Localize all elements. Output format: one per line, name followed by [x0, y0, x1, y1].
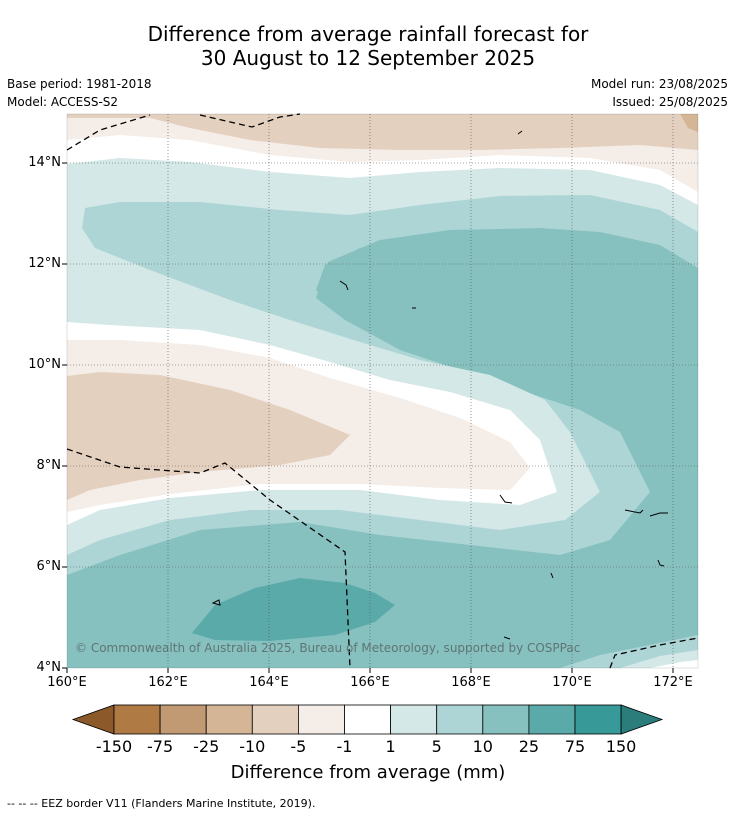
colorbar-tick-label: -1: [336, 737, 353, 756]
contour-neutral-southeast: [650, 660, 698, 668]
colorbar-segment: [528, 704, 576, 735]
colorbar-segment: [436, 704, 484, 735]
metadata-left: Base period: 1981-2018 Model: ACCESS-S2: [7, 75, 152, 111]
eez-borders: [66, 113, 699, 669]
copyright-notice: © Commonwealth of Australia 2025, Bureau…: [75, 641, 581, 655]
colorbar-title: Difference from average (mm): [230, 762, 506, 783]
colorbar-segment: [344, 704, 391, 735]
colorbar-tick-label: 75: [564, 737, 586, 756]
colorbar: [71, 704, 664, 735]
island-4: [211, 599, 221, 606]
colorbar-segment: [251, 704, 299, 735]
lon-label: 168°E: [451, 675, 491, 690]
colorbar-tick-label: 5: [431, 737, 442, 756]
contour-fill-layer: [67, 114, 698, 668]
colorbar-tick-label: 10: [472, 737, 493, 756]
contour-minus10-minus5-north: [67, 114, 698, 150]
lat-label: 12°N: [28, 256, 61, 271]
model-name: Model: ACCESS-S2: [7, 95, 119, 109]
colorbar-extend-low: [71, 704, 115, 735]
colorbar-segment: [113, 704, 161, 735]
colorbar-extend-high: [620, 704, 664, 735]
colorbar-segment: [297, 704, 345, 735]
metadata-right: Model run: 23/08/2025 Issued: 25/08/2025: [591, 75, 728, 111]
colorbar-tick-label: -5: [290, 737, 307, 756]
lon-label: 162°E: [148, 675, 188, 690]
island-7: [503, 636, 511, 640]
colorbar-tick-label: -75: [147, 737, 174, 756]
model-run: Model run: 23/08/2025: [590, 77, 728, 91]
colorbar-tick-label: -150: [95, 737, 133, 756]
island-6: [657, 559, 665, 567]
island-3: [499, 494, 513, 504]
contour-minus25-minus10: [680, 114, 698, 132]
lat-label: 8°N: [36, 458, 62, 473]
axis-ticks: [62, 162, 674, 673]
issued-date: Issued: 25/08/2025: [612, 95, 728, 109]
colorbar-tick-label: -25: [193, 737, 220, 756]
lon-label: 164°E: [249, 675, 289, 690]
colorbar-tick-label: 1: [385, 737, 396, 756]
title-line-1: Difference from average rainfall forecas…: [147, 22, 589, 46]
colorbar-tick-label: 150: [605, 737, 637, 756]
lat-label: 10°N: [28, 357, 61, 372]
contour-25-75-south: [192, 578, 395, 641]
lat-label: 14°N: [28, 155, 61, 170]
map-frame: [66, 113, 699, 669]
contour-25-75-east: [316, 230, 698, 440]
islands: [211, 130, 668, 640]
colorbar-segment: [482, 704, 530, 735]
colorbar-segment: [574, 704, 622, 735]
colorbar-segment: [159, 704, 207, 735]
title-line-2: 30 August to 12 September 2025: [200, 46, 536, 70]
map-gridlines: [67, 114, 698, 668]
base-period: Base period: 1981-2018: [7, 77, 152, 91]
lon-label: 172°E: [653, 675, 693, 690]
colorbar-segment: [390, 704, 438, 735]
lon-label: 166°E: [350, 675, 390, 690]
colorbar-tick-label: -10: [239, 737, 266, 756]
eez-footnote: -- -- -- EEZ border V11 (Flanders Marine…: [7, 797, 316, 810]
island-1: [624, 509, 644, 514]
lat-label: 4°N: [36, 660, 62, 675]
island-8: [550, 572, 554, 579]
colorbar-tick-label: 25: [518, 737, 540, 756]
colorbar-segment: [205, 704, 253, 735]
lon-label: 160°E: [47, 675, 87, 690]
lat-label: 6°N: [36, 559, 62, 574]
chart-title: Difference from average rainfall forecas…: [0, 22, 736, 70]
island-9: [517, 130, 523, 135]
lon-label: 170°E: [552, 675, 592, 690]
eez-border-west: [66, 448, 351, 669]
island-2: [649, 512, 668, 517]
island-5: [339, 280, 349, 291]
eez-border-north: [66, 113, 301, 151]
